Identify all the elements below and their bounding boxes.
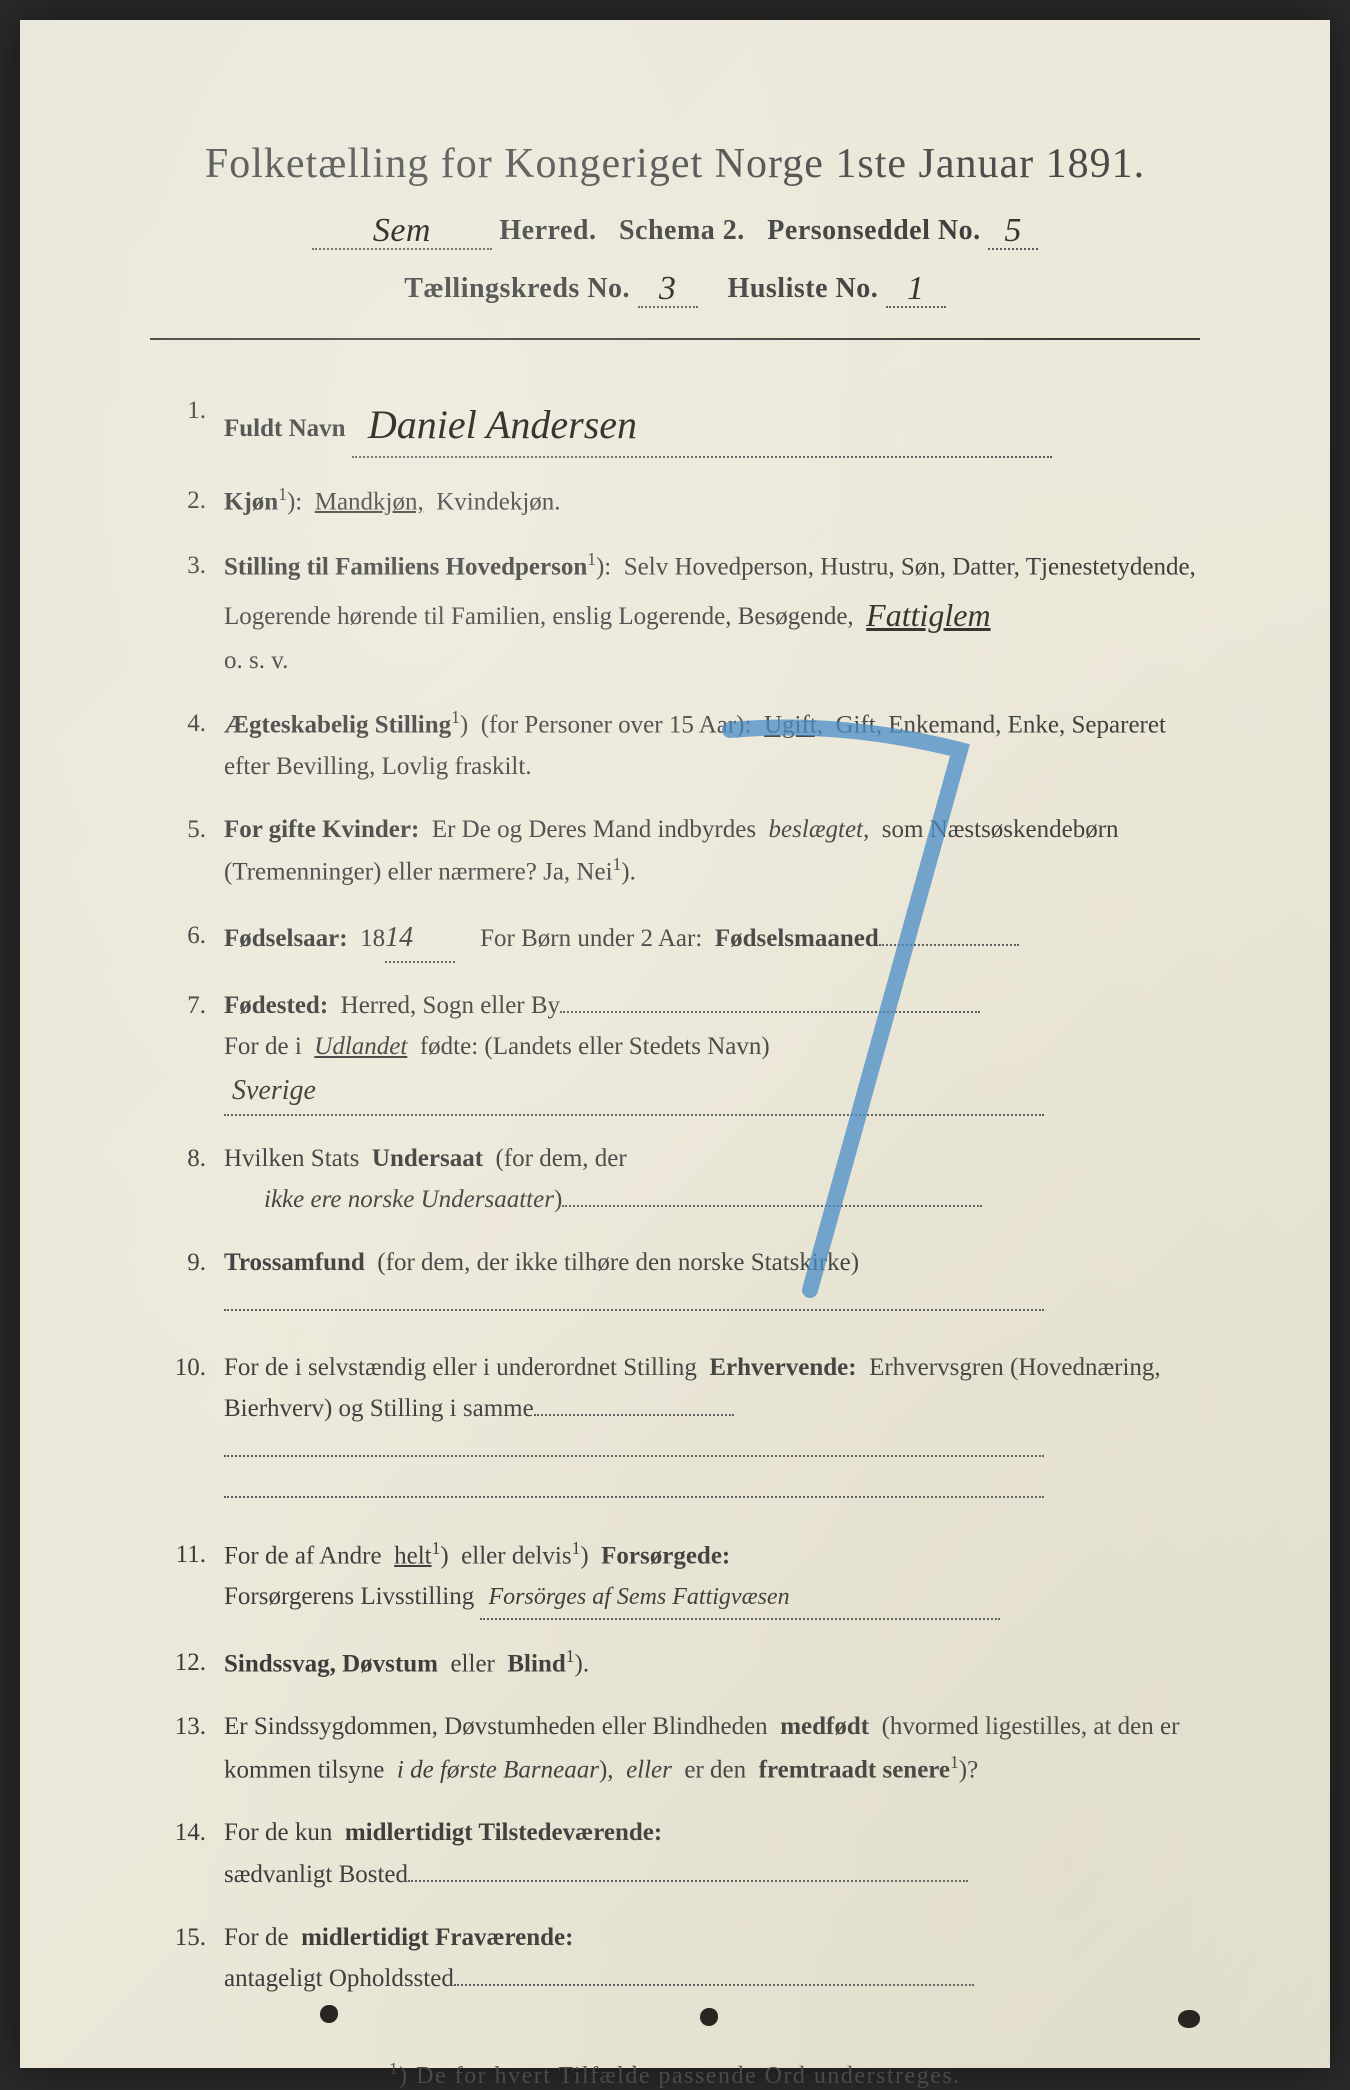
question-11: 11. For de af Andre helt1) eller delvis1… [170, 1534, 1200, 1620]
gender-selected: Mandkjøn, [315, 488, 424, 515]
punch-mark [320, 2005, 338, 2023]
question-5: 5. For gifte Kvinder: Er De og Deres Man… [170, 809, 1200, 893]
footnote: 1) De for hvert Tilfælde passende Ord un… [150, 2059, 1200, 2090]
taellingskreds-label: Tællingskreds No. [404, 273, 630, 304]
husliste-value: 1 [907, 270, 925, 307]
census-form-page: Folketælling for Kongeriget Norge 1ste J… [20, 20, 1330, 2068]
herred-label: Herred. [499, 215, 596, 246]
question-7: 7. Fødested: Herred, Sogn eller By For d… [170, 985, 1200, 1116]
schema-label: Schema 2. [619, 215, 745, 246]
form-header: Folketælling for Kongeriget Norge 1ste J… [150, 140, 1200, 340]
full-name-value: Daniel Andersen [368, 402, 637, 447]
question-9: 9. Trossamfund (for dem, der ikke tilhør… [170, 1242, 1200, 1325]
punch-mark [700, 2008, 718, 2026]
question-3: 3. Stilling til Familiens Hovedperson1):… [170, 545, 1200, 682]
question-1: 1. Fuldt Navn Daniel Andersen [170, 390, 1200, 458]
question-13: 13. Er Sindssygdommen, Døvstumheden elle… [170, 1706, 1200, 1790]
main-title: Folketælling for Kongeriget Norge 1ste J… [150, 140, 1200, 188]
question-10: 10. For de i selvstændig eller i underor… [170, 1347, 1200, 1512]
birth-year-value: 14 [385, 922, 413, 953]
herred-value: Sem [373, 212, 431, 249]
relation-value: Fattiglem [866, 597, 990, 633]
header-line-1: Sem Herred. Schema 2. Personseddel No. 5 [150, 210, 1200, 250]
header-line-2: Tællingskreds No. 3 Husliste No. 1 [150, 268, 1200, 308]
husliste-label: Husliste No. [728, 273, 879, 304]
taellingskreds-value: 3 [659, 270, 677, 307]
header-divider [150, 338, 1200, 340]
marital-selected: Ugift, [764, 712, 823, 739]
provider-value: Forsörges af Sems Fattigvæsen [488, 1584, 789, 1610]
question-15: 15. For de midlertidigt Fraværende: anta… [170, 1917, 1200, 2000]
punch-mark [1178, 2010, 1200, 2028]
form-body: 1. Fuldt Navn Daniel Andersen 2. Kjøn1):… [150, 390, 1200, 1999]
question-14: 14. For de kun midlertidigt Tilstedevære… [170, 1812, 1200, 1895]
question-4: 4. Ægteskabelig Stilling1) (for Personer… [170, 703, 1200, 787]
personseddel-value: 5 [1004, 212, 1022, 249]
question-8: 8. Hvilken Stats Undersaat (for dem, der… [170, 1138, 1200, 1221]
question-2: 2. Kjøn1): Mandkjøn, Kvindekjøn. [170, 480, 1200, 523]
question-6: 6. Fødselsaar: 1814 For Børn under 2 Aar… [170, 915, 1200, 963]
personseddel-label: Personseddel No. [767, 215, 980, 246]
question-12: 12. Sindssvag, Døvstum eller Blind1). [170, 1642, 1200, 1685]
birthplace-value: Sverige [232, 1075, 316, 1106]
